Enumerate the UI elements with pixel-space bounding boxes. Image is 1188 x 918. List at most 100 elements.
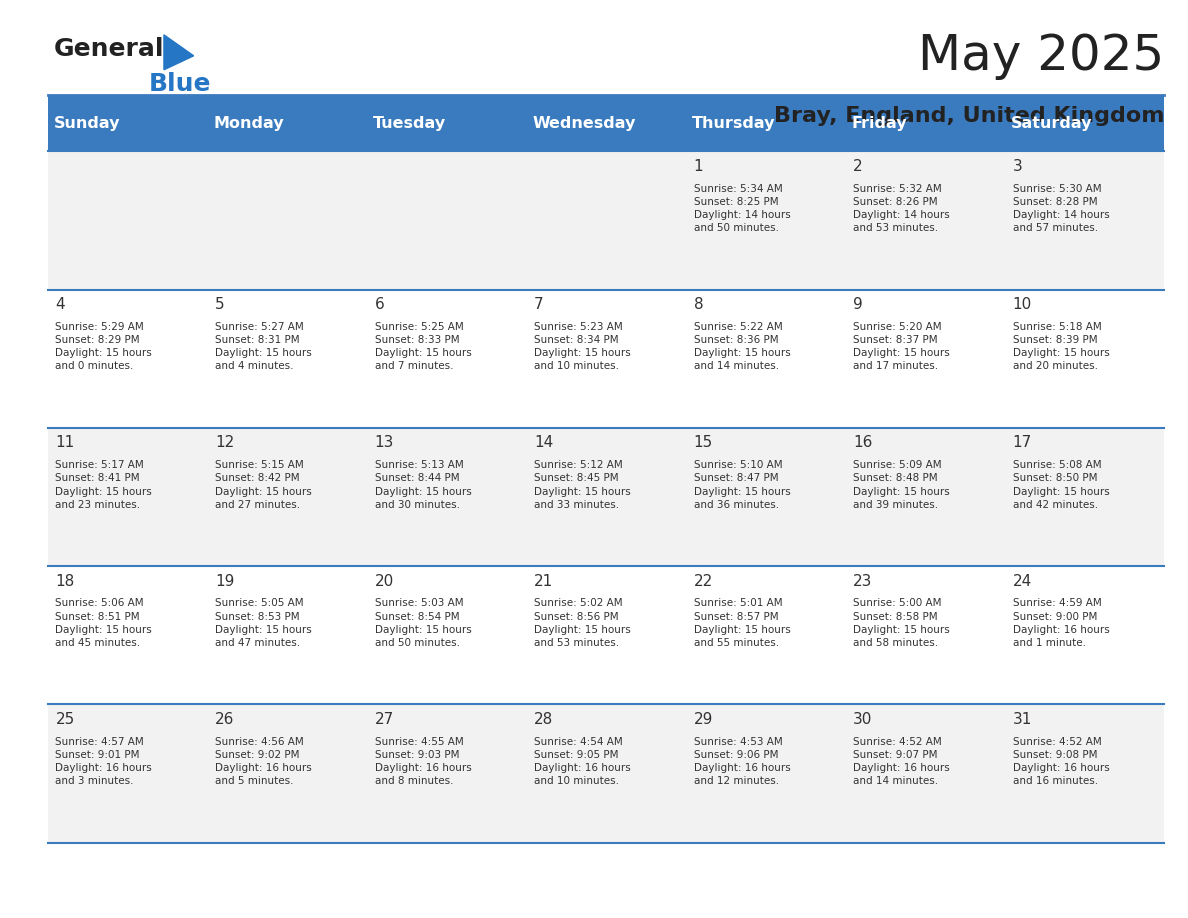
Text: Sunrise: 5:23 AM
Sunset: 8:34 PM
Daylight: 15 hours
and 10 minutes.: Sunrise: 5:23 AM Sunset: 8:34 PM Dayligh… <box>535 322 631 372</box>
Text: May 2025: May 2025 <box>918 32 1164 80</box>
Text: 7: 7 <box>535 297 544 312</box>
FancyBboxPatch shape <box>367 704 526 843</box>
FancyBboxPatch shape <box>367 95 526 151</box>
FancyBboxPatch shape <box>526 428 685 566</box>
Text: Bray, England, United Kingdom: Bray, England, United Kingdom <box>773 106 1164 126</box>
Text: 11: 11 <box>56 435 75 451</box>
Text: 9: 9 <box>853 297 862 312</box>
FancyBboxPatch shape <box>367 151 526 290</box>
FancyBboxPatch shape <box>685 566 845 704</box>
Text: Sunrise: 5:13 AM
Sunset: 8:44 PM
Daylight: 15 hours
and 30 minutes.: Sunrise: 5:13 AM Sunset: 8:44 PM Dayligh… <box>374 460 472 509</box>
Text: 27: 27 <box>374 711 393 727</box>
Text: Sunrise: 5:05 AM
Sunset: 8:53 PM
Daylight: 15 hours
and 47 minutes.: Sunrise: 5:05 AM Sunset: 8:53 PM Dayligh… <box>215 599 311 648</box>
Text: Sunrise: 5:06 AM
Sunset: 8:51 PM
Daylight: 15 hours
and 45 minutes.: Sunrise: 5:06 AM Sunset: 8:51 PM Dayligh… <box>56 599 152 648</box>
Text: 22: 22 <box>694 574 713 588</box>
Text: 14: 14 <box>535 435 554 451</box>
Text: Sunrise: 5:12 AM
Sunset: 8:45 PM
Daylight: 15 hours
and 33 minutes.: Sunrise: 5:12 AM Sunset: 8:45 PM Dayligh… <box>535 460 631 509</box>
FancyBboxPatch shape <box>207 95 367 151</box>
FancyBboxPatch shape <box>207 704 367 843</box>
Text: Sunrise: 5:17 AM
Sunset: 8:41 PM
Daylight: 15 hours
and 23 minutes.: Sunrise: 5:17 AM Sunset: 8:41 PM Dayligh… <box>56 460 152 509</box>
Text: Sunrise: 5:02 AM
Sunset: 8:56 PM
Daylight: 15 hours
and 53 minutes.: Sunrise: 5:02 AM Sunset: 8:56 PM Dayligh… <box>535 599 631 648</box>
FancyBboxPatch shape <box>48 151 207 290</box>
FancyBboxPatch shape <box>367 428 526 566</box>
FancyBboxPatch shape <box>367 566 526 704</box>
FancyBboxPatch shape <box>1005 566 1164 704</box>
Text: Monday: Monday <box>214 116 284 130</box>
Text: Sunrise: 5:32 AM
Sunset: 8:26 PM
Daylight: 14 hours
and 53 minutes.: Sunrise: 5:32 AM Sunset: 8:26 PM Dayligh… <box>853 184 950 233</box>
FancyBboxPatch shape <box>685 95 845 151</box>
FancyBboxPatch shape <box>48 290 207 428</box>
FancyBboxPatch shape <box>526 290 685 428</box>
Text: Sunrise: 4:56 AM
Sunset: 9:02 PM
Daylight: 16 hours
and 5 minutes.: Sunrise: 4:56 AM Sunset: 9:02 PM Dayligh… <box>215 736 311 786</box>
Text: Sunrise: 5:25 AM
Sunset: 8:33 PM
Daylight: 15 hours
and 7 minutes.: Sunrise: 5:25 AM Sunset: 8:33 PM Dayligh… <box>374 322 472 372</box>
Text: 16: 16 <box>853 435 872 451</box>
FancyBboxPatch shape <box>685 704 845 843</box>
Text: Saturday: Saturday <box>1011 116 1093 130</box>
Text: Sunrise: 5:09 AM
Sunset: 8:48 PM
Daylight: 15 hours
and 39 minutes.: Sunrise: 5:09 AM Sunset: 8:48 PM Dayligh… <box>853 460 950 509</box>
Text: 26: 26 <box>215 711 234 727</box>
Text: 2: 2 <box>853 159 862 174</box>
Text: Sunrise: 4:57 AM
Sunset: 9:01 PM
Daylight: 16 hours
and 3 minutes.: Sunrise: 4:57 AM Sunset: 9:01 PM Dayligh… <box>56 736 152 786</box>
Text: 20: 20 <box>374 574 393 588</box>
FancyBboxPatch shape <box>526 95 685 151</box>
FancyBboxPatch shape <box>685 290 845 428</box>
Text: Sunrise: 5:03 AM
Sunset: 8:54 PM
Daylight: 15 hours
and 50 minutes.: Sunrise: 5:03 AM Sunset: 8:54 PM Dayligh… <box>374 599 472 648</box>
Text: 4: 4 <box>56 297 65 312</box>
Text: 24: 24 <box>1012 574 1032 588</box>
Text: 5: 5 <box>215 297 225 312</box>
Text: 13: 13 <box>374 435 394 451</box>
Text: Friday: Friday <box>852 116 908 130</box>
FancyBboxPatch shape <box>48 428 207 566</box>
FancyBboxPatch shape <box>685 428 845 566</box>
FancyBboxPatch shape <box>1005 704 1164 843</box>
Text: 10: 10 <box>1012 297 1032 312</box>
Text: 1: 1 <box>694 159 703 174</box>
Text: Sunrise: 5:15 AM
Sunset: 8:42 PM
Daylight: 15 hours
and 27 minutes.: Sunrise: 5:15 AM Sunset: 8:42 PM Dayligh… <box>215 460 311 509</box>
Text: 8: 8 <box>694 297 703 312</box>
Text: Blue: Blue <box>148 72 211 95</box>
FancyBboxPatch shape <box>207 151 367 290</box>
FancyBboxPatch shape <box>207 290 367 428</box>
FancyBboxPatch shape <box>845 428 1005 566</box>
Text: 29: 29 <box>694 711 713 727</box>
Polygon shape <box>164 35 194 70</box>
FancyBboxPatch shape <box>207 428 367 566</box>
Text: 6: 6 <box>374 297 384 312</box>
Text: Sunrise: 5:30 AM
Sunset: 8:28 PM
Daylight: 14 hours
and 57 minutes.: Sunrise: 5:30 AM Sunset: 8:28 PM Dayligh… <box>1012 184 1110 233</box>
FancyBboxPatch shape <box>685 151 845 290</box>
Text: Sunrise: 4:52 AM
Sunset: 9:07 PM
Daylight: 16 hours
and 14 minutes.: Sunrise: 4:52 AM Sunset: 9:07 PM Dayligh… <box>853 736 950 786</box>
Text: Sunrise: 5:08 AM
Sunset: 8:50 PM
Daylight: 15 hours
and 42 minutes.: Sunrise: 5:08 AM Sunset: 8:50 PM Dayligh… <box>1012 460 1110 509</box>
Text: Sunrise: 4:53 AM
Sunset: 9:06 PM
Daylight: 16 hours
and 12 minutes.: Sunrise: 4:53 AM Sunset: 9:06 PM Dayligh… <box>694 736 790 786</box>
Text: Sunrise: 4:55 AM
Sunset: 9:03 PM
Daylight: 16 hours
and 8 minutes.: Sunrise: 4:55 AM Sunset: 9:03 PM Dayligh… <box>374 736 472 786</box>
Text: Wednesday: Wednesday <box>532 116 636 130</box>
Text: 3: 3 <box>1012 159 1023 174</box>
FancyBboxPatch shape <box>526 704 685 843</box>
Text: 19: 19 <box>215 574 234 588</box>
Text: Tuesday: Tuesday <box>373 116 446 130</box>
FancyBboxPatch shape <box>1005 151 1164 290</box>
Text: 21: 21 <box>535 574 554 588</box>
Text: 17: 17 <box>1012 435 1032 451</box>
Text: Sunrise: 5:27 AM
Sunset: 8:31 PM
Daylight: 15 hours
and 4 minutes.: Sunrise: 5:27 AM Sunset: 8:31 PM Dayligh… <box>215 322 311 372</box>
Text: 28: 28 <box>535 711 554 727</box>
FancyBboxPatch shape <box>1005 428 1164 566</box>
Text: 25: 25 <box>56 711 75 727</box>
FancyBboxPatch shape <box>845 704 1005 843</box>
FancyBboxPatch shape <box>845 290 1005 428</box>
Text: Sunrise: 4:52 AM
Sunset: 9:08 PM
Daylight: 16 hours
and 16 minutes.: Sunrise: 4:52 AM Sunset: 9:08 PM Dayligh… <box>1012 736 1110 786</box>
Text: Sunrise: 5:10 AM
Sunset: 8:47 PM
Daylight: 15 hours
and 36 minutes.: Sunrise: 5:10 AM Sunset: 8:47 PM Dayligh… <box>694 460 790 509</box>
Text: 15: 15 <box>694 435 713 451</box>
Text: 31: 31 <box>1012 711 1032 727</box>
FancyBboxPatch shape <box>1005 95 1164 151</box>
FancyBboxPatch shape <box>526 151 685 290</box>
FancyBboxPatch shape <box>48 704 207 843</box>
Text: Sunrise: 5:01 AM
Sunset: 8:57 PM
Daylight: 15 hours
and 55 minutes.: Sunrise: 5:01 AM Sunset: 8:57 PM Dayligh… <box>694 599 790 648</box>
Text: Sunrise: 5:22 AM
Sunset: 8:36 PM
Daylight: 15 hours
and 14 minutes.: Sunrise: 5:22 AM Sunset: 8:36 PM Dayligh… <box>694 322 790 372</box>
Text: Thursday: Thursday <box>693 116 776 130</box>
Text: Sunrise: 5:20 AM
Sunset: 8:37 PM
Daylight: 15 hours
and 17 minutes.: Sunrise: 5:20 AM Sunset: 8:37 PM Dayligh… <box>853 322 950 372</box>
Text: Sunrise: 4:59 AM
Sunset: 9:00 PM
Daylight: 16 hours
and 1 minute.: Sunrise: 4:59 AM Sunset: 9:00 PM Dayligh… <box>1012 599 1110 648</box>
Text: 12: 12 <box>215 435 234 451</box>
FancyBboxPatch shape <box>48 95 207 151</box>
Text: Sunrise: 5:00 AM
Sunset: 8:58 PM
Daylight: 15 hours
and 58 minutes.: Sunrise: 5:00 AM Sunset: 8:58 PM Dayligh… <box>853 599 950 648</box>
FancyBboxPatch shape <box>526 566 685 704</box>
